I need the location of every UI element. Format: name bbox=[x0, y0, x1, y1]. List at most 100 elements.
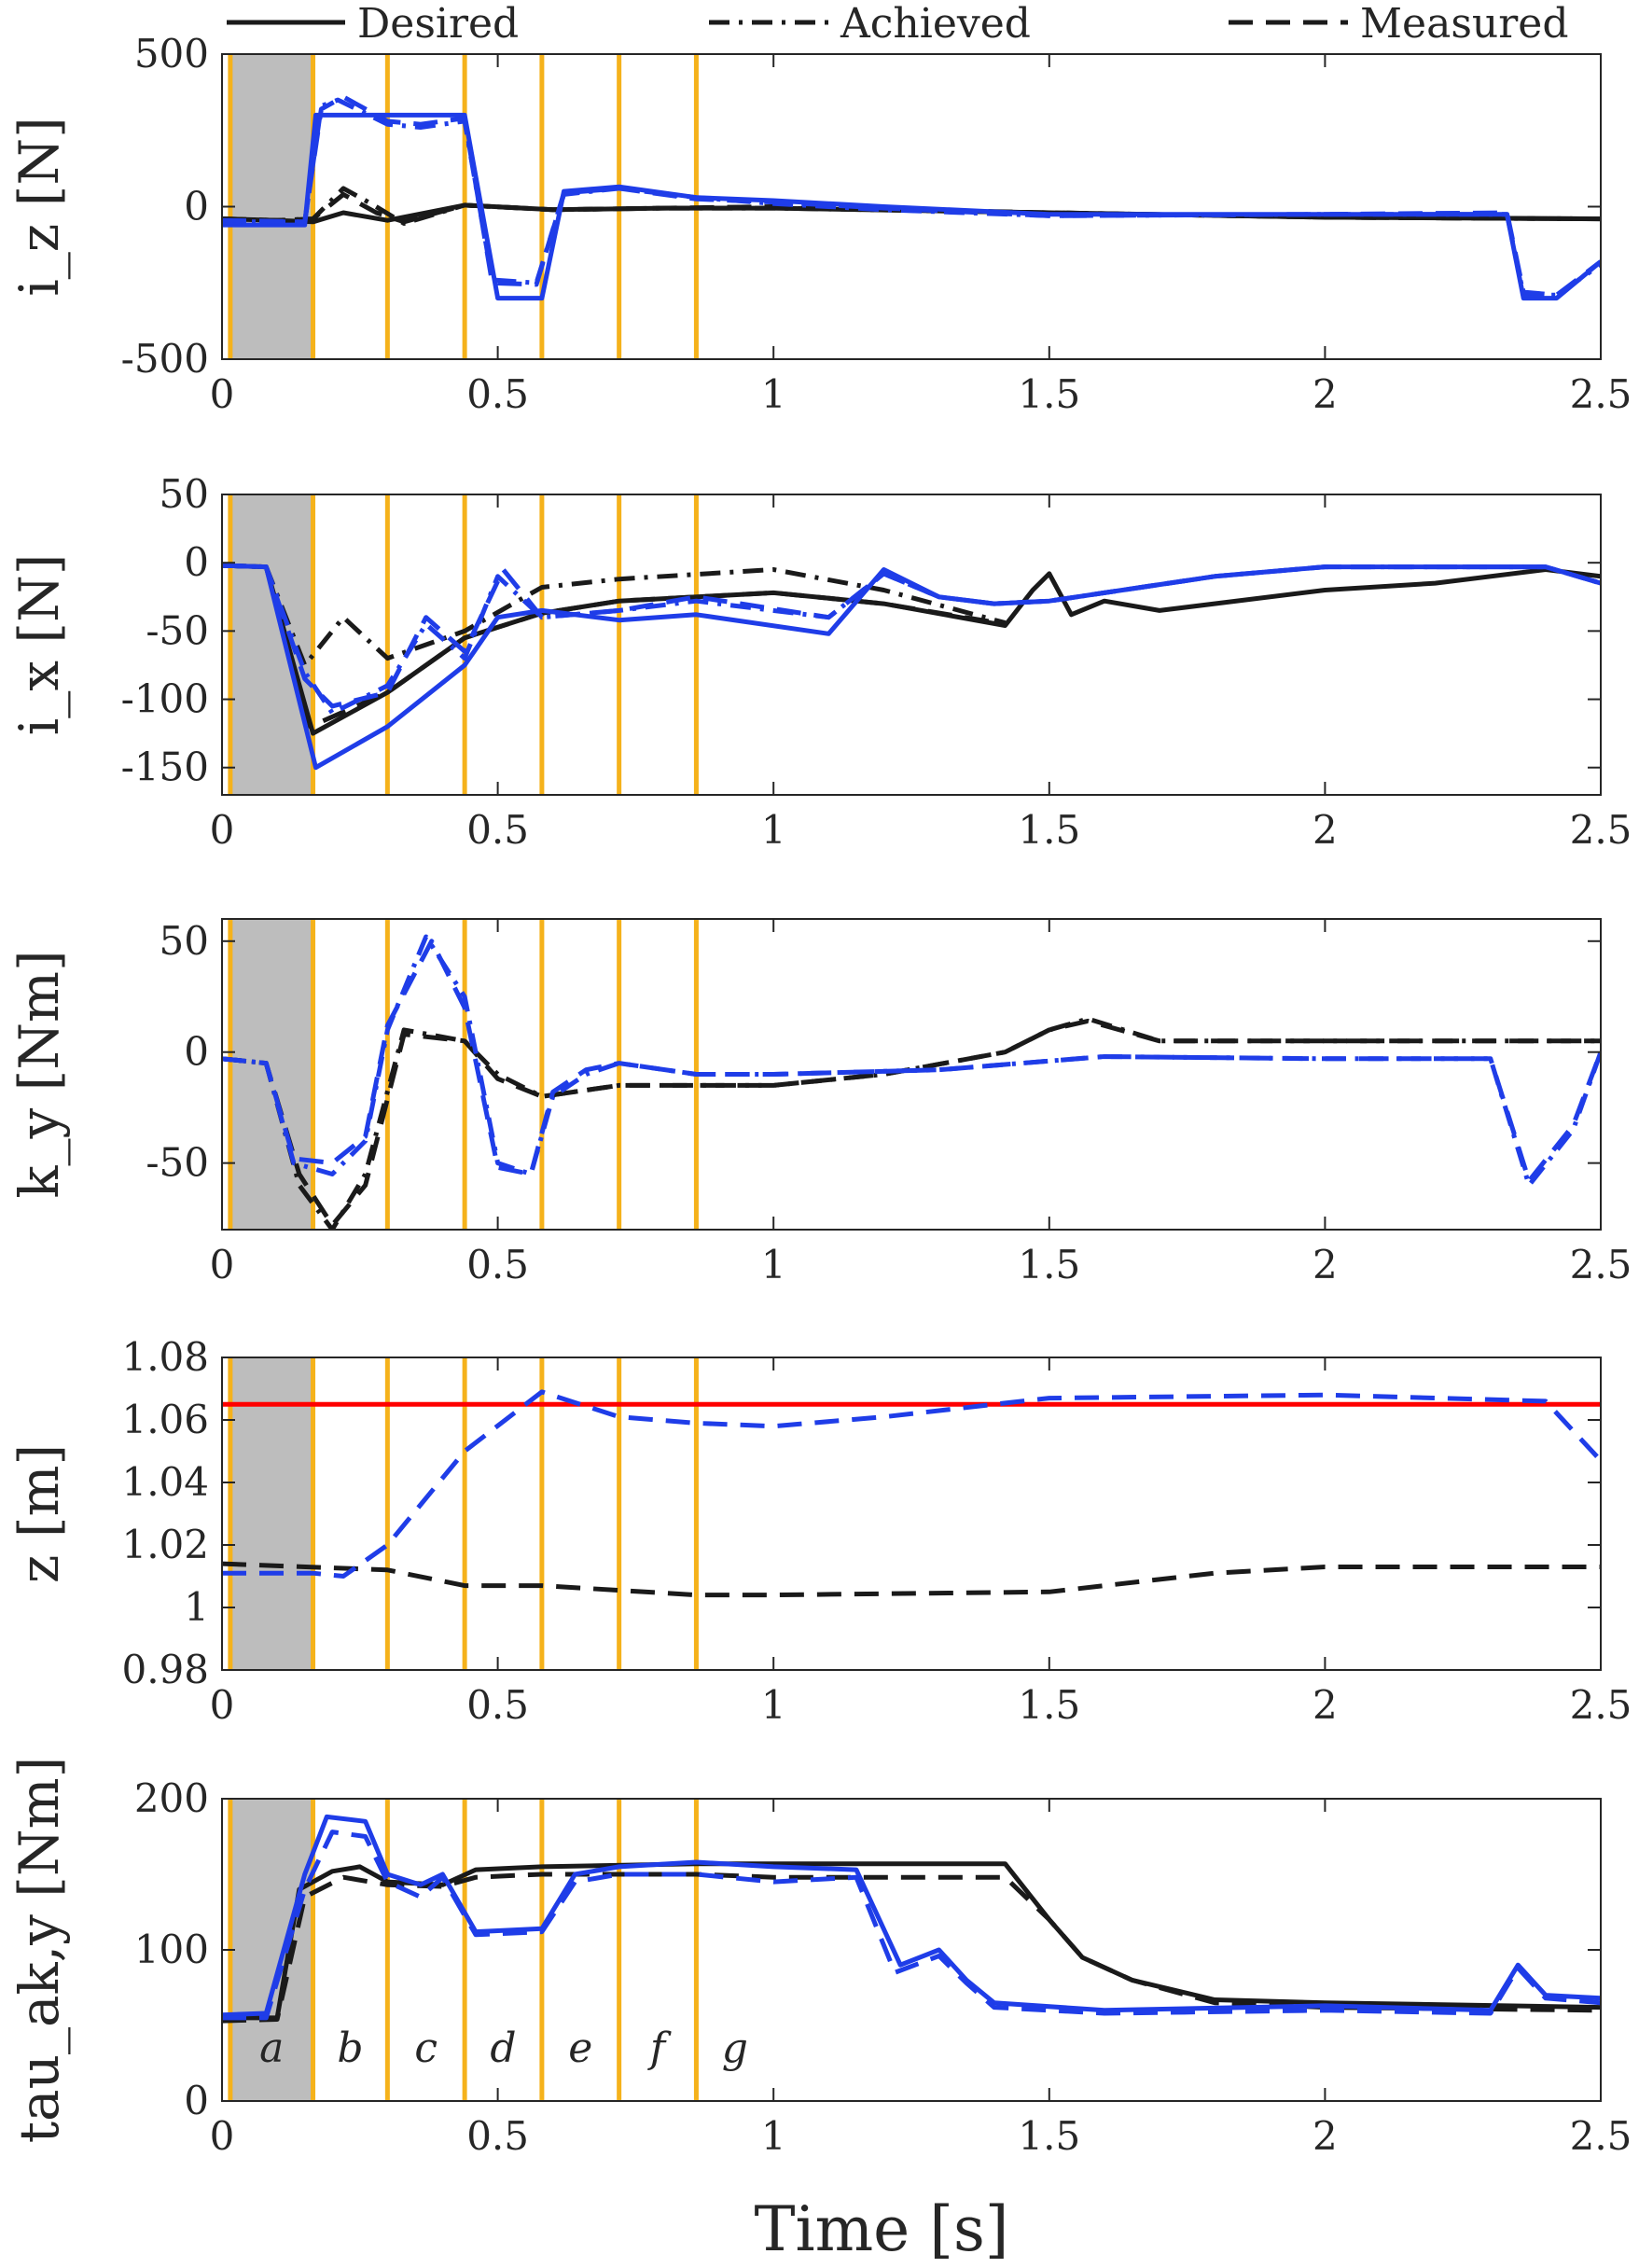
x-tick-label: 0 bbox=[210, 1242, 235, 1287]
stance-shade bbox=[229, 494, 313, 795]
y-tick-label: 1.08 bbox=[121, 1334, 209, 1380]
series-group bbox=[222, 1389, 1601, 1598]
y-tick-label: 0 bbox=[184, 2078, 209, 2123]
stance-shade bbox=[229, 1799, 313, 2101]
axes-box bbox=[221, 918, 1602, 1231]
y-tick-label: 200 bbox=[134, 1775, 209, 1821]
x-tick-label: 2 bbox=[1313, 1242, 1338, 1287]
x-tick-label: 1.5 bbox=[1018, 807, 1080, 853]
series-blue-solid bbox=[222, 112, 1601, 301]
x-tick-label: 2.5 bbox=[1570, 807, 1632, 853]
x-tick-label: 2 bbox=[1313, 807, 1338, 853]
y-axis-label: k_y [Nm] bbox=[7, 950, 71, 1198]
series-black-dashed bbox=[222, 1018, 1601, 1228]
y-tick-label: 1.02 bbox=[121, 1522, 209, 1567]
x-tick-label: 1.5 bbox=[1018, 1242, 1080, 1287]
event-label-a: a bbox=[259, 2025, 284, 2072]
event-label-f: f bbox=[647, 2025, 672, 2072]
x-tick-label: 2.5 bbox=[1570, 371, 1632, 417]
legend-label-measured: Measured bbox=[1360, 0, 1568, 48]
series-group bbox=[222, 1814, 1601, 2024]
y-tick-label: 0 bbox=[184, 539, 209, 585]
x-tick-label: 2.5 bbox=[1570, 1682, 1632, 1728]
y-tick-label: 50 bbox=[160, 918, 209, 964]
series-blue-solid bbox=[222, 563, 1601, 771]
series-blue-dashed bbox=[222, 563, 1601, 709]
y-tick-label: -50 bbox=[146, 1140, 209, 1186]
series-group bbox=[222, 94, 1601, 301]
panel-3: 0 0.5 1 1.5 2 2.5 50 0 -50 k_y [Nm] bbox=[7, 918, 1632, 1287]
x-tick-label: 0.5 bbox=[466, 2113, 529, 2159]
event-label-d: d bbox=[490, 2025, 516, 2072]
x-tick-label: 1 bbox=[761, 371, 786, 417]
series-black-solid bbox=[222, 563, 1601, 736]
y-tick-label: -500 bbox=[121, 336, 209, 382]
panel-2: 0 0.5 1 1.5 2 2.5 50 0 -50 -100 -150 i_x [N] bbox=[7, 471, 1632, 853]
event-label-e: e bbox=[568, 2025, 592, 2072]
series-blue-dashdot bbox=[222, 97, 1601, 298]
series-blue-solid bbox=[222, 1814, 1601, 2018]
event-label-g: g bbox=[722, 2025, 748, 2072]
y-axis-label: tau_ak,y [Nm] bbox=[7, 1757, 71, 2144]
y-tick-label: 0 bbox=[184, 184, 209, 230]
x-tick-label: 1.5 bbox=[1018, 1682, 1080, 1728]
x-tick-label: 1 bbox=[761, 807, 786, 853]
series-blue-dashed bbox=[222, 1830, 1601, 2021]
series-blue-dashdot bbox=[222, 934, 1601, 1188]
x-tick-label: 1.5 bbox=[1018, 371, 1080, 417]
x-tick-label: 0.5 bbox=[466, 371, 529, 417]
x-tick-label: 1 bbox=[761, 1242, 786, 1287]
panel-5: 0 0.5 1 1.5 2 2.5 200 100 0 tau_ak,y [Nm] a b c d e f g bbox=[7, 1757, 1632, 2159]
series-black-dashdot bbox=[222, 563, 1007, 668]
x-tick-label: 1 bbox=[761, 1682, 786, 1728]
series-group bbox=[222, 934, 1601, 1230]
x-tick-label: 0 bbox=[210, 1682, 235, 1728]
x-tick-label: 0 bbox=[210, 2113, 235, 2159]
x-axis-label: Time [s] bbox=[754, 2193, 1008, 2265]
y-tick-label: -100 bbox=[121, 676, 209, 722]
series-black-dashed bbox=[222, 1871, 1601, 2024]
legend: Desired Achieved Measured bbox=[227, 0, 1568, 48]
stance-shade bbox=[229, 1357, 313, 1670]
x-tick-label: 2 bbox=[1313, 2113, 1338, 2159]
series-group bbox=[222, 563, 1601, 771]
y-tick-label: 1 bbox=[184, 1584, 209, 1630]
y-tick-label: 1.04 bbox=[121, 1459, 209, 1505]
y-axis-label: z [m] bbox=[7, 1444, 71, 1583]
x-tick-label: 1 bbox=[761, 2113, 786, 2159]
series-blue-dashed bbox=[222, 94, 1601, 298]
event-label-c: c bbox=[414, 2025, 438, 2072]
x-tick-label: 2 bbox=[1313, 371, 1338, 417]
x-tick-label: 2.5 bbox=[1570, 1242, 1632, 1287]
x-tick-label: 2 bbox=[1313, 1682, 1338, 1728]
series-black-dashdot bbox=[222, 1016, 1601, 1230]
y-tick-label: 0.98 bbox=[121, 1647, 209, 1692]
x-tick-label: 0.5 bbox=[466, 1242, 529, 1287]
series-blue-dashed bbox=[222, 1389, 1601, 1579]
y-tick-label: 50 bbox=[160, 471, 209, 517]
y-axis-label: i_z [N] bbox=[7, 117, 71, 297]
y-tick-label: 500 bbox=[134, 31, 209, 77]
x-tick-label: 0.5 bbox=[466, 807, 529, 853]
x-tick-label: 0 bbox=[210, 371, 235, 417]
y-axis-label: i_x [N] bbox=[7, 554, 71, 736]
y-tick-label: 0 bbox=[184, 1029, 209, 1075]
axes-box bbox=[221, 1357, 1602, 1671]
panel-4: 0 0.5 1 1.5 2 2.5 1.08 1.06 1.04 1.02 1 0.98 z [m] bbox=[7, 1334, 1632, 1728]
y-tick-label: -150 bbox=[121, 744, 209, 790]
y-tick-label: 100 bbox=[134, 1927, 209, 1972]
legend-label-desired: Desired bbox=[357, 0, 519, 48]
stance-shade bbox=[229, 54, 313, 359]
x-tick-label: 2.5 bbox=[1570, 2113, 1632, 2159]
x-tick-label: 1.5 bbox=[1018, 2113, 1080, 2159]
legend-label-achieved: Achieved bbox=[840, 0, 1031, 48]
axes-box bbox=[221, 494, 1602, 796]
event-label-b: b bbox=[337, 2025, 363, 2072]
x-tick-label: 0 bbox=[210, 807, 235, 853]
series-blue-dashed bbox=[222, 939, 1601, 1184]
x-tick-label: 0.5 bbox=[466, 1682, 529, 1728]
y-tick-label: -50 bbox=[146, 607, 209, 653]
